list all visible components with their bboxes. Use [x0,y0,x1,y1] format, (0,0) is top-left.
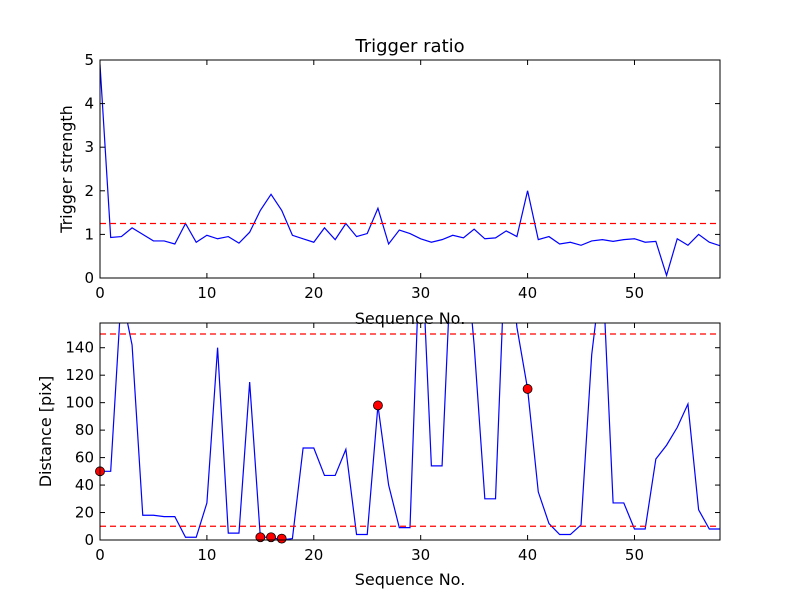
x-tick-label: 30 [411,284,430,302]
y-tick-label: 60 [75,449,94,467]
y-axis-label: Trigger strength [57,105,76,234]
y-tick-label: 2 [84,182,94,200]
x-tick-label: 20 [304,284,323,302]
data-series-line [100,323,720,540]
y-tick-label: 20 [75,504,94,522]
data-series-line [100,64,720,278]
y-tick-label: 5 [84,51,94,69]
x-tick-label: 30 [411,546,430,564]
y-tick-label: 0 [84,531,94,549]
x-axis-label: Sequence No. [355,570,466,589]
distance-chart: 0 10 20 30 40 50 0 20 40 60 80 100 120 140 Sequence No… [36,322,721,589]
y-axis-label: Distance [pix] [36,376,55,488]
x-tick-label: 10 [197,284,216,302]
plot-frame [99,322,721,541]
y-tick-label: 3 [84,138,94,156]
y-tick-label: 100 [65,394,94,412]
data-marker [373,400,383,411]
y-tick-label: 0 [84,269,94,287]
x-tick-label: 40 [518,546,537,564]
x-tick-label: 50 [625,546,644,564]
x-tick-label: 20 [304,546,323,564]
plot-frame [99,59,721,279]
y-tick-label: 1 [84,225,94,243]
y-tick-label: 80 [75,421,94,439]
x-tick-label: 50 [625,284,644,302]
y-tick-label: 140 [65,339,94,357]
x-tick-label: 0 [95,546,105,564]
y-tick-label: 120 [65,366,94,384]
data-marker [276,533,287,544]
x-tick-label: 40 [518,284,537,302]
y-tick-label: 40 [75,476,94,494]
data-marker [522,384,533,394]
x-tick-label: 0 [95,284,105,302]
chart-title: Trigger ratio [354,36,464,57]
x-tick-label: 10 [197,546,216,564]
y-tick-label: 4 [84,95,94,113]
